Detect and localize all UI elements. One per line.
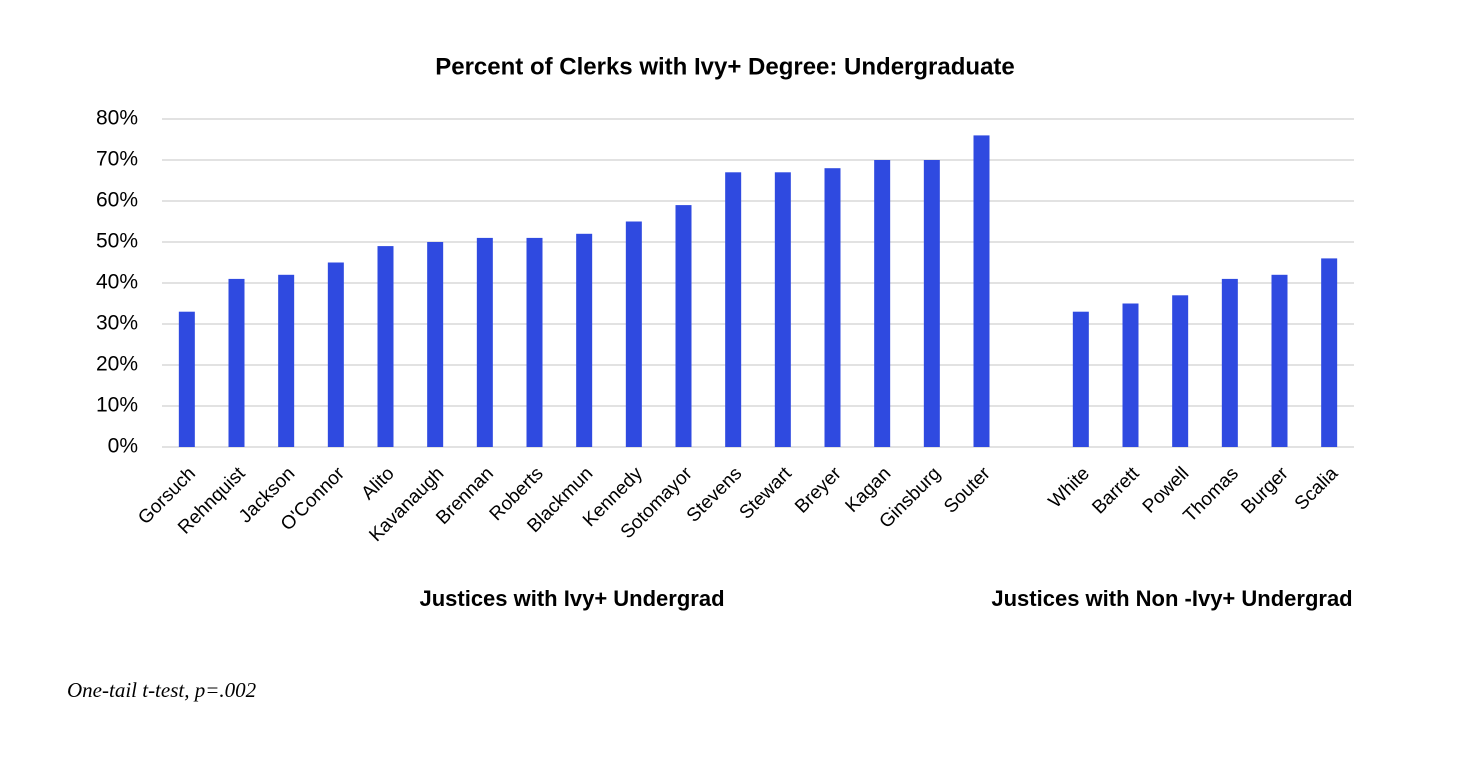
x-tick-label: Burger <box>1237 463 1293 519</box>
y-tick-label: 40% <box>96 271 138 294</box>
bar <box>675 205 692 447</box>
chart-title: Percent of Clerks with Ivy+ Degree: Unde… <box>435 53 1015 80</box>
bar <box>427 242 444 447</box>
bar <box>725 172 742 448</box>
bar <box>923 160 940 447</box>
bar <box>1122 303 1139 447</box>
bar <box>625 221 642 447</box>
bar <box>228 278 245 447</box>
bar <box>476 237 493 447</box>
y-tick-label: 50% <box>96 230 138 253</box>
x-tick-label: Thomas <box>1180 463 1243 526</box>
bar <box>1221 278 1238 447</box>
y-tick-label: 30% <box>96 312 138 335</box>
x-tick-label: Souter <box>940 463 995 518</box>
x-tick-label: Stevens <box>683 463 746 526</box>
bar <box>1271 274 1288 447</box>
bar <box>178 311 195 447</box>
y-tick-label: 70% <box>96 148 138 171</box>
y-tick-label: 10% <box>96 394 138 417</box>
bar <box>327 262 344 447</box>
x-tick-label: White <box>1045 463 1094 512</box>
bar <box>973 135 990 447</box>
y-tick-label: 80% <box>96 107 138 130</box>
x-tick-label: Scalia <box>1291 463 1343 515</box>
group-label: Justices with Ivy+ Undergrad <box>419 586 724 611</box>
bar <box>377 246 394 447</box>
x-tick-label: Alito <box>358 463 399 504</box>
y-tick-label: 20% <box>96 353 138 376</box>
bar <box>576 233 593 447</box>
y-tick-label: 0% <box>108 435 138 458</box>
group-label: Justices with Non -Ivy+ Undergrad <box>991 586 1352 611</box>
y-tick-label: 60% <box>96 189 138 212</box>
bar <box>874 160 891 447</box>
bar <box>1072 311 1089 447</box>
bar <box>278 274 295 447</box>
x-tick-label: Barrett <box>1088 463 1144 519</box>
bar <box>824 168 841 447</box>
bar <box>774 172 791 448</box>
bar <box>1172 295 1189 447</box>
x-tick-label: Breyer <box>791 463 846 518</box>
x-tick-label: Stewart <box>736 463 797 524</box>
footnote: One-tail t-test, p=.002 <box>67 678 257 702</box>
bar <box>526 237 543 447</box>
bar <box>1321 258 1338 447</box>
